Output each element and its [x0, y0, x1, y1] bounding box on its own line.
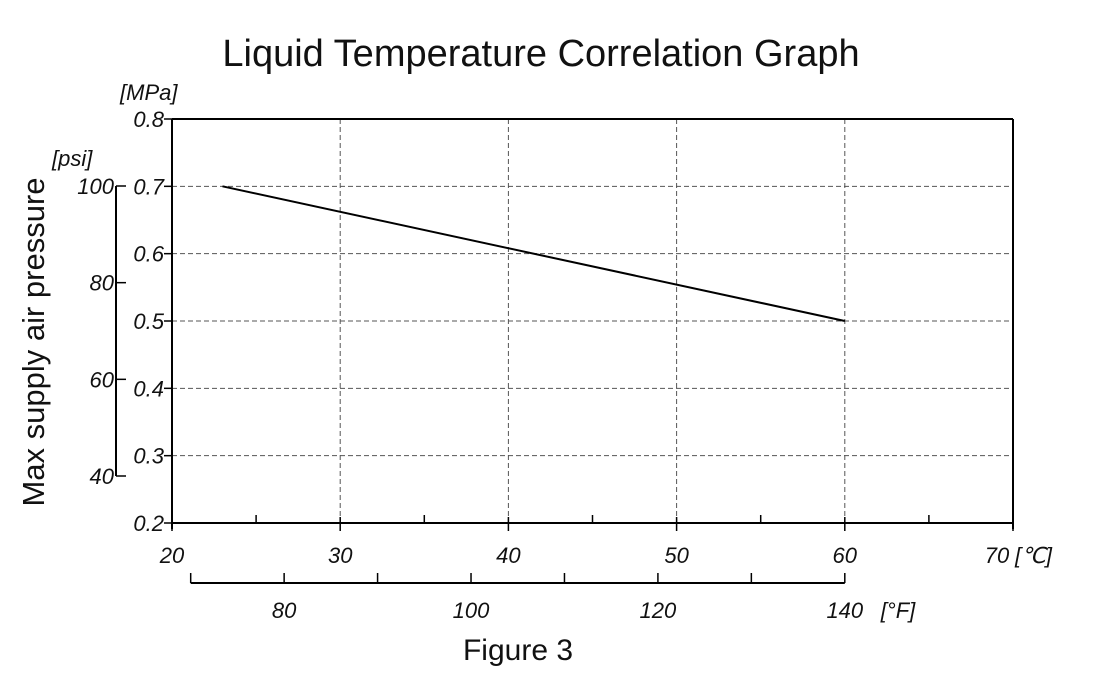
fahrenheit-tick-label: 140 — [826, 598, 863, 623]
x-tick-label: 20 — [159, 543, 185, 568]
y-unit-label: [MPa] — [119, 80, 178, 105]
y-tick-label: 0.4 — [133, 376, 164, 401]
psi-tick-label: 60 — [90, 367, 115, 392]
x-tick-label: 50 — [664, 543, 689, 568]
y-tick-label: 0.5 — [133, 309, 164, 334]
series-line — [222, 185, 846, 322]
fahrenheit-tick-label: 120 — [640, 598, 677, 623]
fahrenheit-tick-label: 80 — [272, 598, 297, 623]
y-tick-label: 0.3 — [133, 444, 164, 469]
figure-caption: Figure 3 — [463, 634, 573, 667]
y-axis-title: Max supply air pressure — [16, 177, 51, 506]
y-tick-label: 0.8 — [133, 107, 164, 132]
fahrenheit-unit-label: [°F] — [880, 598, 916, 623]
y-tick-label: 0.7 — [133, 174, 164, 199]
y-tick-label: 0.6 — [133, 242, 164, 267]
x-tick-label: 40 — [496, 543, 521, 568]
psi-tick-label: 100 — [77, 174, 114, 199]
y-tick-label: 0.2 — [133, 511, 164, 536]
x-unit-label: [℃] — [1014, 543, 1053, 568]
fahrenheit-tick-label: 100 — [453, 598, 490, 623]
x-tick-label: 70 — [985, 543, 1010, 568]
psi-tick-label: 80 — [90, 271, 115, 296]
psi-unit-label: [psi] — [51, 146, 93, 171]
chart-title: Liquid Temperature Correlation Graph — [222, 33, 859, 75]
x-tick-label: 60 — [833, 543, 858, 568]
psi-tick-label: 40 — [90, 464, 115, 489]
x-tick-label: 30 — [328, 543, 353, 568]
